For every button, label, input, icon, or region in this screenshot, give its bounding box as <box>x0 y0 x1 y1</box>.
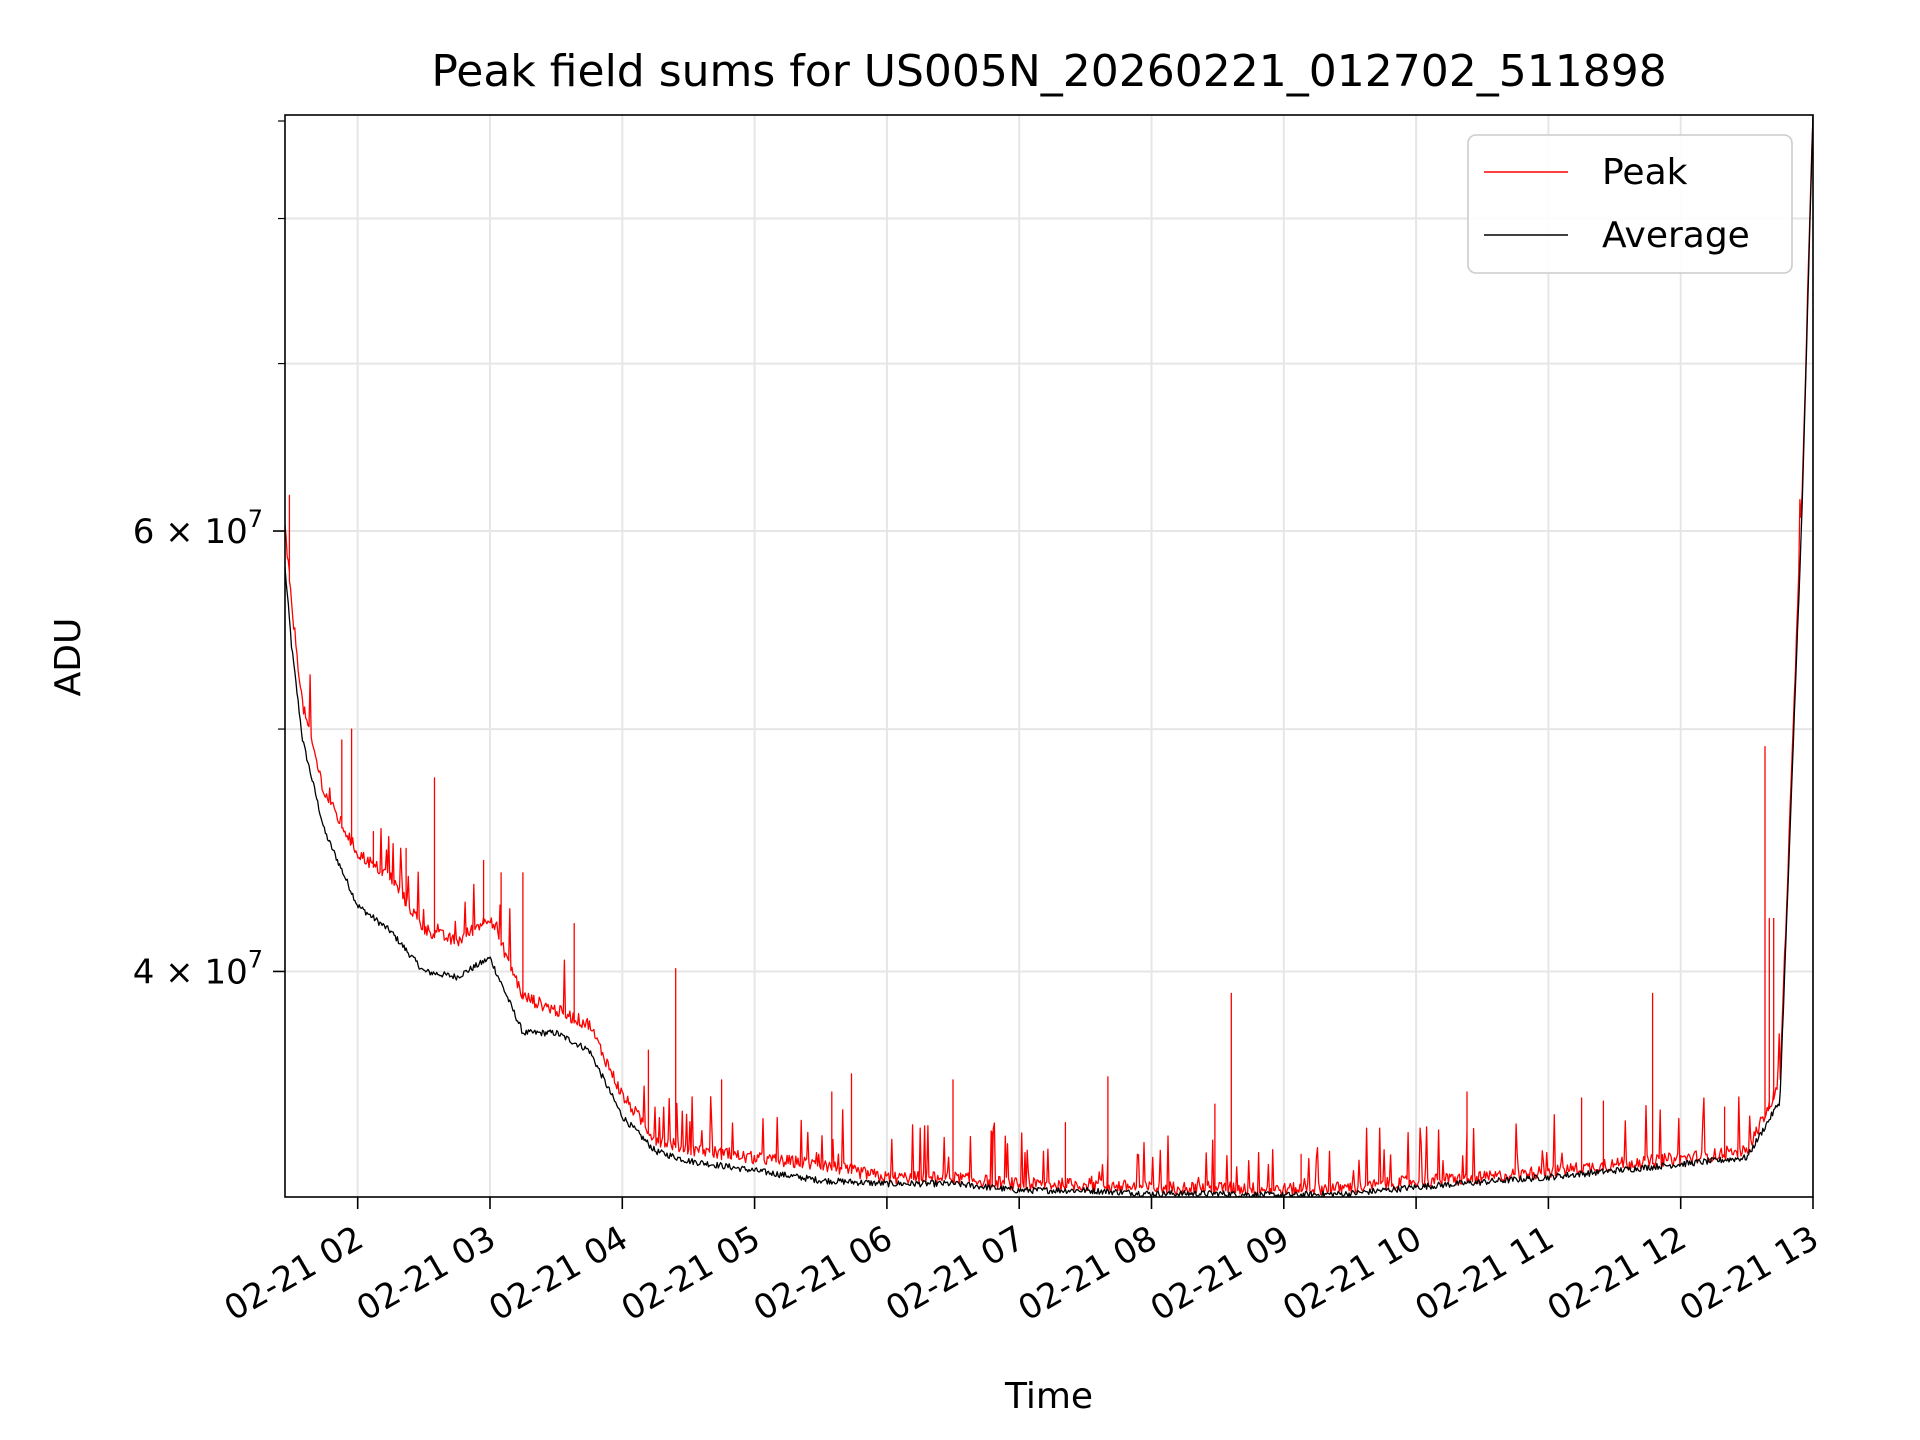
legend-label-peak: Peak <box>1602 152 1688 193</box>
x-tick-label: 02-21 09 <box>1144 1218 1296 1329</box>
grid <box>285 115 1814 1197</box>
x-tick-label: 02-21 11 <box>1409 1218 1561 1329</box>
series-line-peak <box>285 116 1813 1197</box>
y-axis-label: ADU <box>48 618 89 697</box>
x-axis-label: Time <box>1004 1376 1093 1417</box>
y-tick-label: 4 × 107 <box>133 945 263 992</box>
series-layer <box>285 115 1813 1197</box>
x-tick-label: 02-21 13 <box>1673 1218 1825 1329</box>
x-tick-label: 02-21 05 <box>615 1218 767 1329</box>
x-tick-label: 02-21 10 <box>1276 1218 1428 1329</box>
plot-area <box>284 114 1814 1198</box>
x-tick-label: 02-21 07 <box>879 1218 1031 1329</box>
chart-title: Peak field sums for US005N_20260221_0127… <box>431 46 1666 97</box>
series-line-average <box>285 115 1813 1197</box>
legend-box <box>1467 134 1793 274</box>
x-tick-label: 02-21 08 <box>1012 1218 1164 1329</box>
y-tick-label: 6 × 107 <box>133 505 263 552</box>
x-tick-label: 02-21 12 <box>1541 1218 1693 1329</box>
x-tick-label: 02-21 02 <box>218 1218 370 1329</box>
y-axis: 4 × 107 6 × 107 <box>133 120 285 992</box>
x-tick-label: 02-21 06 <box>747 1218 899 1329</box>
legend: Peak Average <box>1467 134 1793 274</box>
legend-label-average: Average <box>1602 215 1750 256</box>
x-tick-label: 02-21 04 <box>482 1218 634 1329</box>
x-tick-label: 02-21 03 <box>350 1218 502 1329</box>
